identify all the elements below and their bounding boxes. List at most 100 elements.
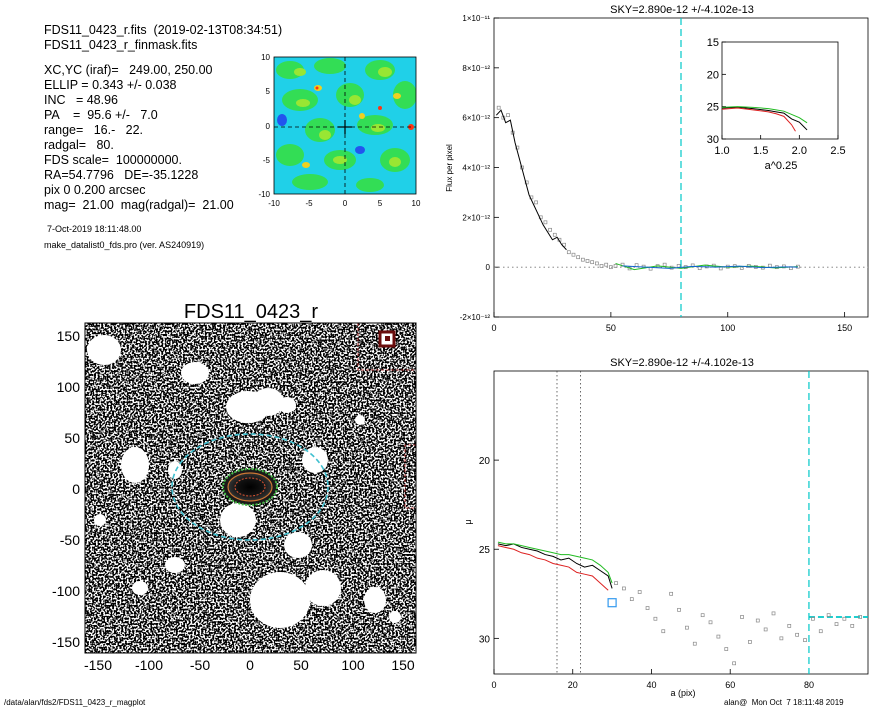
sb-profile-title: SKY=2.890e-12 +/-4.102e-13 <box>610 357 754 369</box>
sb-point <box>645 606 650 610</box>
sb-point <box>637 590 642 594</box>
inset-ytick: 20 <box>707 69 719 81</box>
galaxy-image-ytick: 0 <box>72 481 80 497</box>
flux-point <box>585 259 590 263</box>
flux-point <box>781 264 786 269</box>
flux-ytick: 4×10⁻¹² <box>462 164 490 173</box>
sb-point <box>653 616 658 621</box>
center-map-xtick: 5 <box>378 199 383 208</box>
flux-point <box>552 232 557 237</box>
inset-xtick: 1.5 <box>753 145 768 157</box>
param-line: radgal= 80. <box>44 138 114 152</box>
flux-xtick: 100 <box>720 323 735 333</box>
sb-profile-panel: SKY=2.890e-12 +/-4.102e-13 μ a (pix) 20 2… <box>463 357 869 698</box>
sb-point <box>708 620 713 625</box>
date-line: 7-Oct-2019 18:11:48.00 <box>47 224 142 234</box>
sb-ytick: 20 <box>479 456 491 467</box>
sb-point <box>834 622 839 626</box>
center-map-xtick: 0 <box>343 199 348 208</box>
galaxy-image-ytick: 150 <box>57 328 81 344</box>
center-map-frame <box>273 56 417 195</box>
inset-xlabel: a^0.25 <box>765 160 798 172</box>
flux-ytick: 6×10⁻¹² <box>462 114 490 123</box>
flux-profile-title: SKY=2.890e-12 +/-4.102e-13 <box>610 4 754 16</box>
inset-xtick: 2.0 <box>792 145 807 157</box>
sb-point <box>755 618 760 623</box>
param-line: range= 16.- 22. <box>44 123 144 137</box>
sb-point <box>818 629 823 634</box>
flux-xtick: 0 <box>491 323 496 333</box>
mask-file-line: FDS11_0423_r_finmask.fits <box>44 38 198 52</box>
fits-file-line: FDS11_0423_r.fits (2019-02-13T08:34:51) <box>44 23 283 37</box>
sb-profile-ylabel: μ <box>463 519 473 524</box>
sb-point <box>669 591 674 596</box>
galaxy-image-xtick: -50 <box>190 657 210 673</box>
sb-point <box>677 607 681 612</box>
sb-point <box>771 611 776 616</box>
sb-red-line <box>497 545 609 591</box>
flux-inset: 15 20 25 30 1.0 1.5 2.0 2.5 a^0.25 <box>707 37 846 172</box>
center-map-ytick: 5 <box>266 87 271 96</box>
param-line: XC,YC (iraf)= 249.00, 250.00 <box>44 63 213 77</box>
center-map: 10 5 0 -5 -10 -10 -5 0 5 10 <box>258 53 421 208</box>
flux-ytick: 8×10⁻¹² <box>462 64 490 73</box>
param-line: INC = 48.96 <box>44 93 118 107</box>
frame-edge-line <box>404 444 416 509</box>
sb-point <box>763 627 768 632</box>
sb-xtick: 40 <box>646 680 656 690</box>
param-line: pix 0 0.200 arcsec <box>44 183 146 197</box>
sb-point <box>803 638 807 642</box>
sb-profile-xlabel: a (pix) <box>670 688 695 698</box>
flux-point <box>496 105 501 110</box>
galaxy-image <box>85 323 416 653</box>
flux-point <box>562 242 566 247</box>
sb-xtick: 0 <box>491 680 496 690</box>
footer-path: /data/alan/fds2/FDS11_0423_r_magplot <box>4 698 146 707</box>
sb-point <box>850 624 855 628</box>
inset-xtick: 2.5 <box>830 145 845 157</box>
galaxy-image-xtick: -150 <box>84 657 112 673</box>
param-line: mag= 21.00 mag(radgal)= 21.00 <box>44 198 234 212</box>
center-map-ytick: 10 <box>261 53 270 62</box>
frame-edge-line <box>357 323 416 371</box>
sb-point <box>629 597 634 601</box>
inset-green-line <box>721 106 808 124</box>
galaxy-image-ytick: -50 <box>60 532 80 548</box>
sb-point <box>858 615 862 619</box>
param-line: RA=54.7796 DE=-35.1228 <box>44 168 199 182</box>
galaxy-image-title: FDS11_0423_r <box>184 301 319 323</box>
galaxy-image-ytick: -100 <box>52 583 80 599</box>
sb-point <box>692 641 697 646</box>
sb-green-line <box>497 541 613 584</box>
galaxy-core <box>227 472 273 502</box>
center-map-xtick: -5 <box>305 199 313 208</box>
galaxy-image-xtick: -100 <box>135 657 163 673</box>
flux-ytick: 2×10⁻¹² <box>462 213 490 222</box>
flux-ytick: 1×10⁻¹¹ <box>462 14 490 23</box>
inset-black-line <box>721 106 808 131</box>
flux-point <box>566 250 571 255</box>
flux-point <box>571 252 576 257</box>
galaxy-image-xtick: 50 <box>293 657 309 673</box>
galaxy-image-ytick: 100 <box>57 379 81 395</box>
flux-profile-ylabel: Flux per pixel <box>445 144 454 192</box>
flux-point <box>599 264 604 268</box>
sb-point <box>826 613 831 618</box>
sb-point <box>787 624 792 628</box>
param-line: ELLIP = 0.343 +/- 0.038 <box>44 78 177 92</box>
sb-point <box>685 625 689 630</box>
inset-xtick: 1.0 <box>714 145 729 157</box>
flux-blue-line <box>622 265 798 269</box>
sb-point <box>740 615 744 619</box>
sb-point <box>716 634 721 639</box>
flux-point <box>506 113 510 118</box>
center-map-xtick: 10 <box>412 199 421 208</box>
flux-point <box>580 257 585 262</box>
mask-regions <box>87 335 401 628</box>
sb-point <box>795 632 799 637</box>
flux-point <box>576 255 581 260</box>
sb-point <box>622 586 626 591</box>
sky-ellipse <box>171 433 329 541</box>
sb-point <box>748 640 752 644</box>
